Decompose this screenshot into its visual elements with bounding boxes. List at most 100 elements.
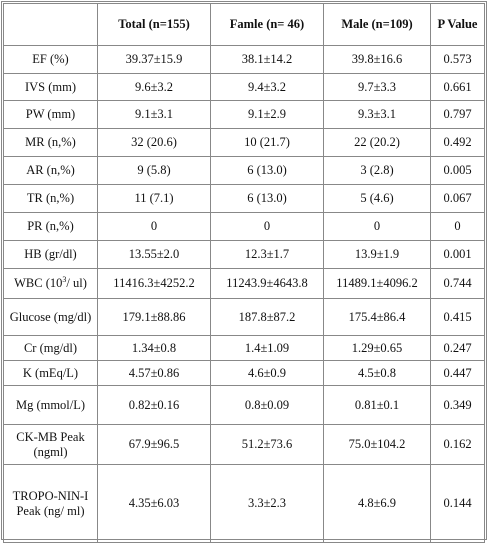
table-row: WBC (103/ ul) 11416.3±4252.2 11243.9±4643.… — [3, 268, 485, 299]
header-cell: Total (n=155) — [97, 3, 211, 46]
table-row: HB (gr/dl) 13.55±2.0 12.3±1.7 13.9±1.9 0.001 — [3, 240, 485, 269]
row-label: Mg (mmol/L) — [3, 385, 98, 425]
value-cell: 0.797 — [430, 100, 485, 129]
value-cell: 9.4±3.2 — [210, 73, 324, 101]
table-row: EF (%) 39.37±15.9 38.1±14.2 39.8±16.6 0.573 — [3, 45, 485, 74]
header-cell: Famle (n= 46) — [210, 3, 324, 46]
value-cell: 0.005 — [430, 156, 485, 185]
value-cell: 0 — [210, 212, 324, 241]
table-row: Glucose (mg/dl) 179.1±88.86 187.8±87.2 175.… — [3, 298, 485, 336]
value-cell: 0 — [323, 212, 431, 241]
value-cell: 39.37±15.9 — [97, 45, 211, 74]
value-cell: 0.492 — [430, 128, 485, 157]
value-cell: 12.3±1.7 — [210, 240, 324, 269]
value-cell: 13.9±1.9 — [323, 240, 431, 269]
table-row: CK-MB Peak (ngml) 67.9±96.5 51.2±73.6 75.0±… — [3, 424, 485, 465]
table-row: TROPO-NIN-I Peak (ng/ ml) 4.35±6.03 3.3±2.… — [3, 464, 485, 543]
value-cell: 0.349 — [430, 385, 485, 425]
value-cell: 1.29±0.65 — [323, 335, 431, 361]
row-label: HB (gr/dl) — [3, 240, 98, 269]
value-cell: 9.1±3.1 — [97, 100, 211, 129]
value-cell: 6 (13.0) — [210, 184, 324, 213]
row-label: EF (%) — [3, 45, 98, 74]
row-label: Cr (mg/dl) — [3, 335, 98, 361]
table-row: PR (n,%) 0 0 0 0 — [3, 212, 485, 241]
header-row: Total (n=155) Famle (n= 46) Male (n=109) P … — [3, 3, 485, 46]
value-cell: 0.415 — [430, 298, 485, 336]
value-cell: 4.5±0.8 — [323, 360, 431, 386]
value-cell: 67.9±96.5 — [97, 424, 211, 465]
table-body: EF (%) 39.37±15.9 38.1±14.2 39.8±16.6 0.573 I… — [3, 45, 485, 543]
value-cell: 11243.9±4643.8 — [210, 268, 324, 299]
row-label: K (mEq/L) — [3, 360, 98, 386]
value-cell: 22 (20.2) — [323, 128, 431, 157]
value-cell: 175.4±86.4 — [323, 298, 431, 336]
value-cell: 51.2±73.6 — [210, 424, 324, 465]
value-cell: 4.57±0.86 — [97, 360, 211, 386]
value-cell: 9.7±3.3 — [323, 73, 431, 101]
row-label: CK-MB Peak (ngml) — [3, 424, 98, 465]
value-cell: 75.0±104.2 — [323, 424, 431, 465]
value-cell: 6 (13.0) — [210, 156, 324, 185]
value-cell: 187.8±87.2 — [210, 298, 324, 336]
value-cell: 0 — [97, 212, 211, 241]
value-cell: 9.1±2.9 — [210, 100, 324, 129]
table-row: Mg (mmol/L) 0.82±0.16 0.8±0.09 0.81±0.1 0.34… — [3, 385, 485, 425]
value-cell: 9 (5.8) — [97, 156, 211, 185]
value-cell: 0.661 — [430, 73, 485, 101]
value-cell: 0.81±0.1 — [323, 385, 431, 425]
value-cell: 13.55±2.0 — [97, 240, 211, 269]
value-cell: 10 (21.7) — [210, 128, 324, 157]
corner-cell — [3, 3, 98, 46]
row-label: AR (n,%) — [3, 156, 98, 185]
value-cell: 0 — [430, 212, 485, 241]
table-row: K (mEq/L) 4.57±0.86 4.6±0.9 4.5±0.8 0.447 — [3, 360, 485, 386]
value-cell: 9.3±3.1 — [323, 100, 431, 129]
row-label: PW (mm) — [3, 100, 98, 129]
value-cell: 0.573 — [430, 45, 485, 74]
row-label: Glucose (mg/dl) — [3, 298, 98, 336]
value-cell: 4.35±6.03 — [97, 464, 211, 543]
value-cell: 1.34±0.8 — [97, 335, 211, 361]
value-cell: 0.067 — [430, 184, 485, 213]
value-cell: 0.744 — [430, 268, 485, 299]
table-row: MR (n,%) 32 (20.6) 10 (21.7) 22 (20.2) 0.492 — [3, 128, 485, 157]
table-row: AR (n,%) 9 (5.8) 6 (13.0) 3 (2.8) 0.005 — [3, 156, 485, 185]
data-table: Total (n=155) Famle (n= 46) Male (n=109) P … — [3, 3, 485, 543]
value-cell: 0.001 — [430, 240, 485, 269]
value-cell: 3 (2.8) — [323, 156, 431, 185]
row-label: TROPO-NIN-I Peak (ng/ ml) — [3, 464, 98, 543]
row-label: WBC (103/ ul) — [3, 268, 98, 299]
value-cell: 11489.1±4096.2 — [323, 268, 431, 299]
value-cell: 179.1±88.86 — [97, 298, 211, 336]
value-cell: 1.4±1.09 — [210, 335, 324, 361]
row-label: MR (n,%) — [3, 128, 98, 157]
table-row: PW (mm) 9.1±3.1 9.1±2.9 9.3±3.1 0.797 — [3, 100, 485, 129]
value-cell: 4.6±0.9 — [210, 360, 324, 386]
header-cell: P Value — [430, 3, 485, 46]
value-cell: 3.3±2.3 — [210, 464, 324, 543]
row-label: TR (n,%) — [3, 184, 98, 213]
value-cell: 11 (7.1) — [97, 184, 211, 213]
header-cell: Male (n=109) — [323, 3, 431, 46]
value-cell: 0.162 — [430, 424, 485, 465]
value-cell: 0.447 — [430, 360, 485, 386]
value-cell: 0.82±0.16 — [97, 385, 211, 425]
table-row: TR (n,%) 11 (7.1) 6 (13.0) 5 (4.6) 0.067 — [3, 184, 485, 213]
value-cell: 9.6±3.2 — [97, 73, 211, 101]
table-row: Cr (mg/dl) 1.34±0.8 1.4±1.09 1.29±0.65 0.247 — [3, 335, 485, 361]
row-label: IVS (mm) — [3, 73, 98, 101]
value-cell: 32 (20.6) — [97, 128, 211, 157]
value-cell: 0.247 — [430, 335, 485, 361]
label-superscript: 3 — [62, 274, 67, 284]
value-cell: 0.144 — [430, 464, 485, 543]
label-text: / ul) — [66, 276, 87, 290]
table-row: IVS (mm) 9.6±3.2 9.4±3.2 9.7±3.3 0.661 — [3, 73, 485, 101]
value-cell: 4.8±6.9 — [323, 464, 431, 543]
value-cell: 39.8±16.6 — [323, 45, 431, 74]
value-cell: 5 (4.6) — [323, 184, 431, 213]
value-cell: 0.8±0.09 — [210, 385, 324, 425]
value-cell: 11416.3±4252.2 — [97, 268, 211, 299]
value-cell: 38.1±14.2 — [210, 45, 324, 74]
